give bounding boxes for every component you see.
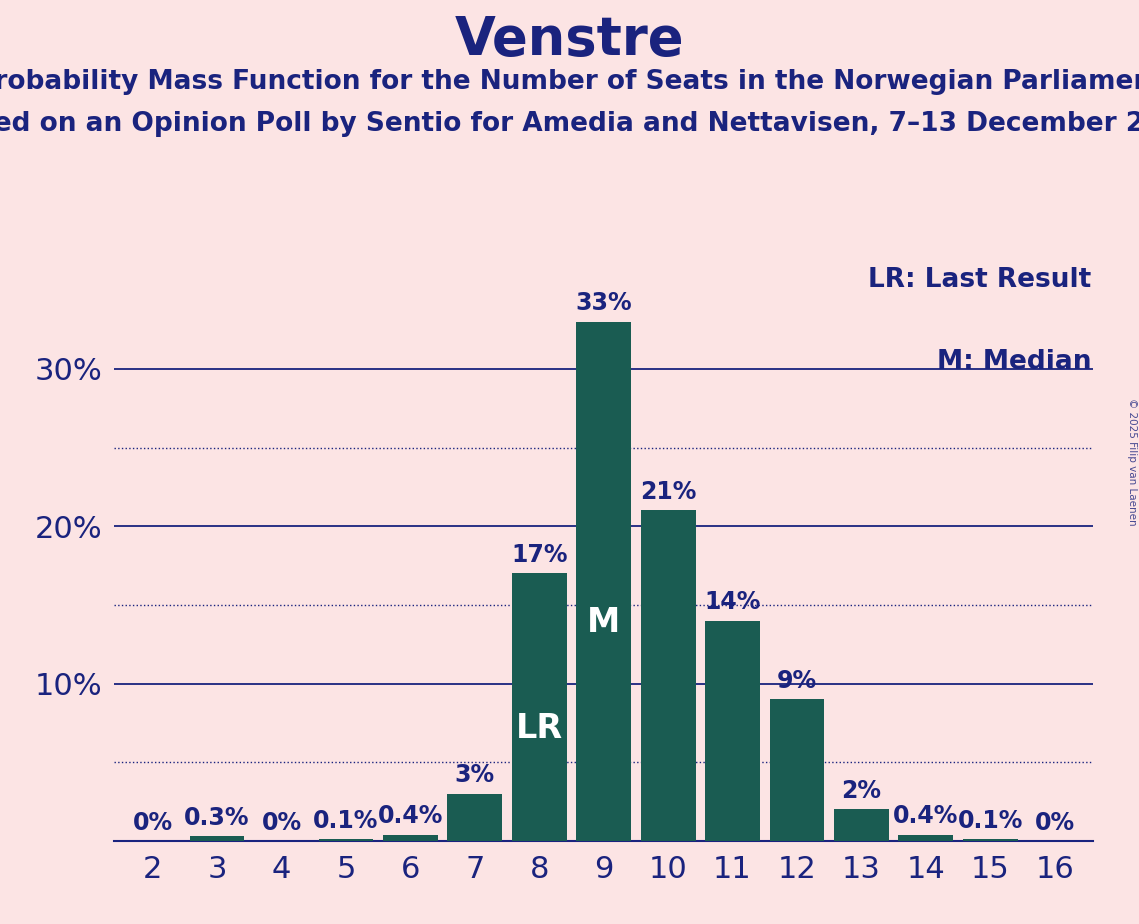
- Text: 0.4%: 0.4%: [378, 804, 443, 828]
- Bar: [899, 834, 953, 841]
- Bar: [319, 839, 374, 841]
- Bar: [641, 510, 696, 841]
- Bar: [770, 699, 825, 841]
- Text: 0.1%: 0.1%: [313, 809, 378, 833]
- Text: Based on an Opinion Poll by Sentio for Amedia and Nettavisen, 7–13 December 2021: Based on an Opinion Poll by Sentio for A…: [0, 111, 1139, 137]
- Bar: [448, 794, 502, 841]
- Text: M: M: [587, 606, 621, 639]
- Bar: [962, 839, 1018, 841]
- Text: 3%: 3%: [454, 763, 494, 787]
- Text: LR: Last Result: LR: Last Result: [868, 267, 1091, 294]
- Text: 2%: 2%: [842, 779, 882, 803]
- Text: 0.3%: 0.3%: [185, 806, 249, 830]
- Text: Venstre: Venstre: [454, 14, 685, 66]
- Text: 14%: 14%: [704, 590, 761, 614]
- Text: 17%: 17%: [511, 543, 567, 567]
- Text: LR: LR: [516, 712, 563, 745]
- Bar: [834, 809, 888, 841]
- Text: © 2025 Filip van Laenen: © 2025 Filip van Laenen: [1126, 398, 1137, 526]
- Bar: [189, 836, 245, 841]
- Text: 0%: 0%: [1034, 810, 1075, 834]
- Text: Probability Mass Function for the Number of Seats in the Norwegian Parliament: Probability Mass Function for the Number…: [0, 69, 1139, 95]
- Text: M: Median: M: Median: [937, 349, 1091, 375]
- Text: 0.4%: 0.4%: [893, 804, 959, 828]
- Text: 0%: 0%: [132, 810, 173, 834]
- Text: 9%: 9%: [777, 669, 817, 693]
- Bar: [576, 322, 631, 841]
- Bar: [705, 621, 760, 841]
- Text: 33%: 33%: [575, 291, 632, 315]
- Text: 21%: 21%: [640, 480, 696, 505]
- Text: 0%: 0%: [261, 810, 302, 834]
- Bar: [383, 834, 437, 841]
- Text: 0.1%: 0.1%: [958, 809, 1023, 833]
- Bar: [511, 574, 566, 841]
